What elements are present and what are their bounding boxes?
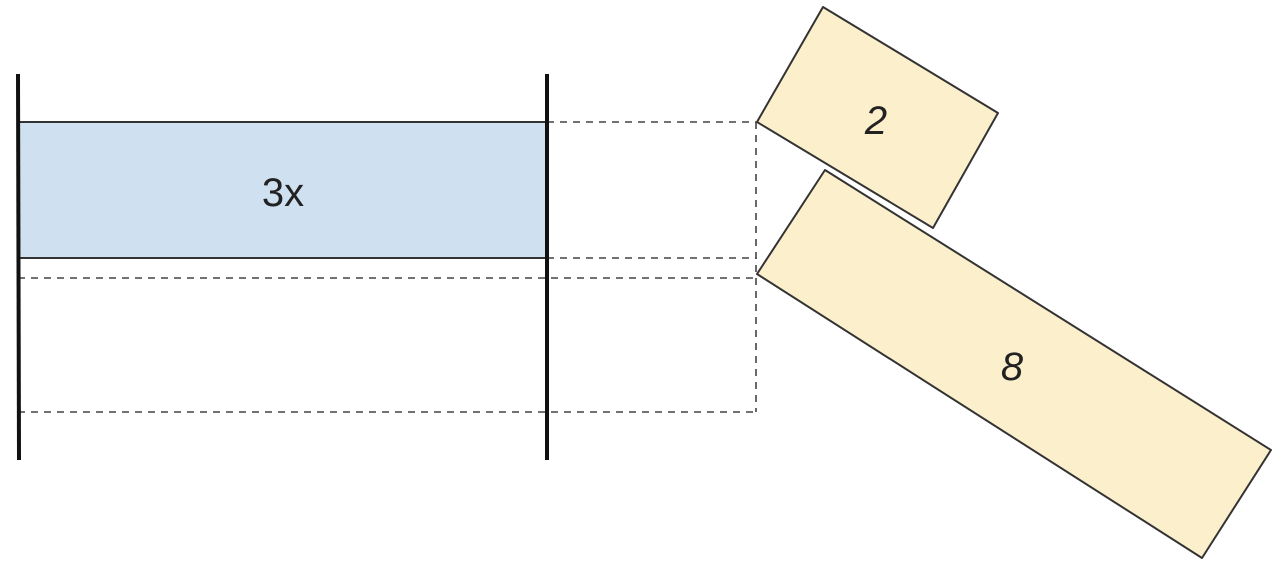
bar-label: 3x bbox=[262, 171, 304, 215]
tile-8 bbox=[756, 169, 1272, 559]
dashed-guides bbox=[18, 121, 757, 413]
tile-2 bbox=[756, 6, 999, 229]
tile-2-label: 2 bbox=[864, 99, 887, 143]
blue-bar bbox=[17, 121, 548, 259]
tile-8-label: 8 bbox=[1001, 345, 1024, 389]
left-boundary-line bbox=[16, 73, 21, 461]
